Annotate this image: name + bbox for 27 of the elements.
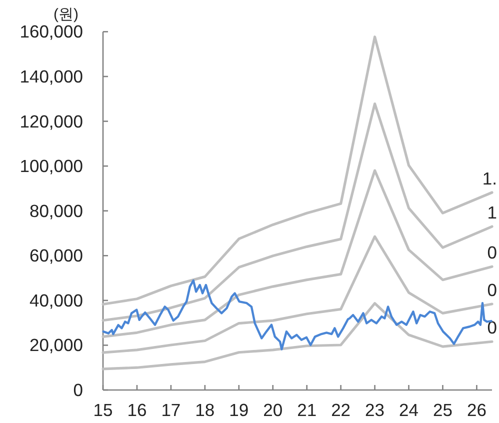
x-tick-label: 20 [263,400,283,420]
x-tick-label: 16 [127,400,147,420]
y-tick-label: 160,000 [20,22,84,42]
y-tick-label: 120,000 [20,111,84,132]
series-label: 1. [482,168,497,188]
x-tick-label: 22 [331,400,351,420]
y-tick-label: 80,000 [29,200,84,221]
x-tick-label: 15 [93,400,113,420]
x-tick-label: 19 [229,400,249,420]
y-axis-title: (원) [54,6,78,23]
y-tick-label: 0 [73,380,84,400]
series-label: 1 [487,202,497,223]
series-label: 0 [487,318,498,338]
y-tick-label: 60,000 [29,246,84,266]
x-tick-label: 21 [297,400,317,420]
y-tick-label: 100,000 [20,156,84,176]
y-tick-label: 40,000 [29,290,84,310]
series-label: 0 [487,280,498,300]
x-tick-label: 26 [466,400,486,420]
x-tick-label: 25 [433,400,452,420]
x-tick-label: 24 [399,400,419,420]
series-label: 0 [487,242,498,263]
x-tick-label: 23 [365,400,385,420]
x-tick-label: 18 [195,400,215,420]
y-tick-label: 20,000 [29,335,84,356]
y-tick-label: 140,000 [20,66,84,86]
x-tick-label: 17 [161,400,181,420]
